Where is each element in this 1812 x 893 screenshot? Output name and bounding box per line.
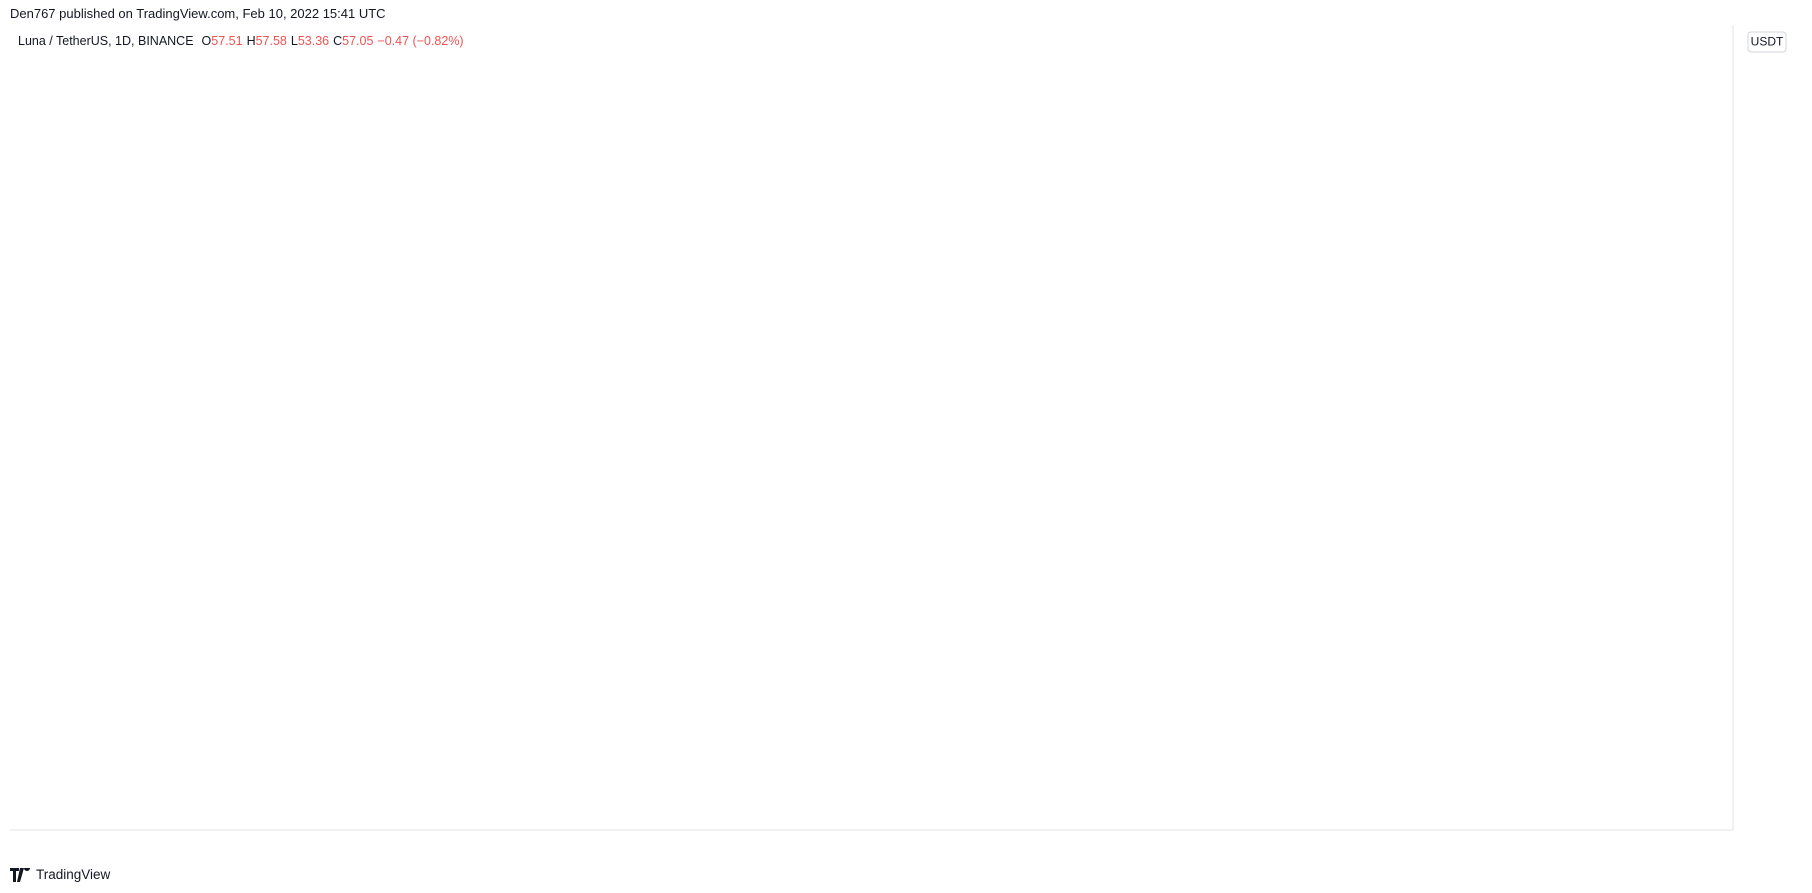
legend-change: −0.47 (−0.82%) (377, 34, 464, 48)
legend-key: O (201, 34, 212, 48)
publisher: Den767 published on TradingView.com, Feb… (10, 6, 386, 21)
legend-value: 57.58 (255, 34, 287, 48)
currency: USDT (1751, 35, 1784, 49)
currency-box (1747, 31, 1787, 53)
legend: Luna / TetherUS, 1D, BINANCE O57.51 H57.58… (18, 34, 468, 48)
footer: TradingView (10, 867, 110, 882)
legend-value: 57.05 (342, 34, 374, 48)
footer-text: TradingView (36, 867, 111, 882)
axes: USDT (10, 25, 1787, 831)
legend-key: C (333, 34, 343, 48)
legend-value: 53.36 (297, 34, 330, 48)
legend-value: 57.51 (211, 34, 243, 48)
logo (10, 867, 30, 882)
legend-key: H (246, 34, 256, 48)
legend-symbol: Luna / TetherUS, 1D, BINANCE (18, 34, 194, 48)
legend-key: L (290, 34, 298, 48)
